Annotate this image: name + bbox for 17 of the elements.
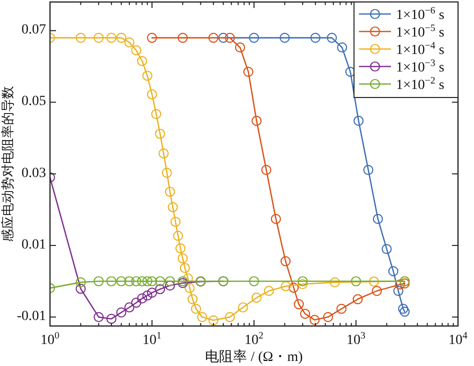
x-tick-label: 10$^{0}$	[40, 330, 60, 348]
y-tick-label: 0.05	[22, 94, 46, 110]
y-tick-label: -0.01	[16, 309, 46, 324]
legend-label: 1×10$^{−4}$ s	[396, 40, 444, 58]
x-tick-label: 10$^{4}$	[448, 330, 468, 348]
legend-label: 1×10$^{−6}$ s	[396, 5, 444, 23]
x-tick-label: 10$^{2}$	[244, 330, 264, 348]
legend-label: 1×10$^{−2}$ s	[396, 75, 444, 93]
legend-label: 1×10$^{−3}$ s	[396, 58, 444, 76]
x-tick-label: 10$^{3}$	[346, 330, 366, 348]
y-tick-label: 0.03	[22, 166, 46, 182]
y-tick-label: 0.07	[22, 22, 46, 38]
x-axis-title: 电阻率 / (Ω・m)	[205, 349, 304, 365]
x-tick-label: 10$^{1}$	[142, 330, 162, 348]
y-tick-label: 0.01	[22, 238, 46, 253]
y-axis-title: 感应电动势对电阻率的导数	[0, 86, 15, 242]
legend-label: 1×10$^{−5}$ s	[396, 22, 444, 40]
